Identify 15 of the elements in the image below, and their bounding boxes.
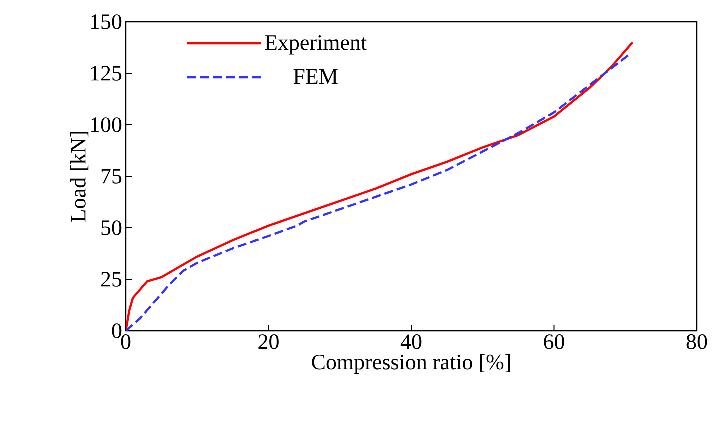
y-tick-label: 100 (91, 118, 122, 132)
y-tick-label: 75 (102, 169, 122, 184)
y-tick-label: 0 (112, 324, 122, 338)
legend-label: Experiment (265, 35, 368, 55)
x-tick-label: 40 (400, 334, 422, 350)
legend-label: FEM (294, 70, 338, 84)
y-tick-label: 150 (91, 14, 122, 30)
y-tick-label: 125 (91, 66, 122, 81)
y-axis-title: Load [kN] (70, 132, 89, 222)
x-tick-label: 80 (686, 334, 708, 350)
y-tick-label: 25 (101, 272, 122, 287)
x-tick-label: 60 (544, 334, 564, 350)
x-axis-title: Compression ratio [%] (312, 354, 510, 374)
x-tick-label: 20 (258, 334, 279, 350)
y-tick-label: 50 (102, 220, 122, 236)
